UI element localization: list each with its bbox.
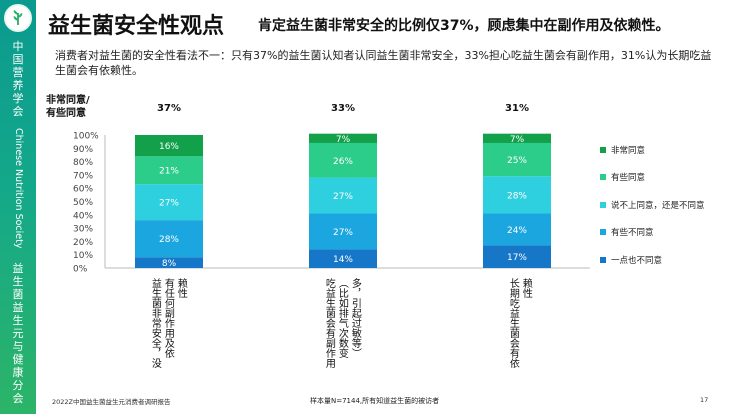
y-tick-label: 100% xyxy=(73,132,99,142)
bar-segment xyxy=(135,184,203,221)
y-tick-label: 20% xyxy=(73,238,93,248)
bar-segment xyxy=(309,142,377,178)
bar-segment xyxy=(483,176,551,214)
bar-value-label: 7% xyxy=(510,135,525,145)
y-tick-label: 90% xyxy=(73,145,93,155)
bar-value-label: 14% xyxy=(333,255,353,265)
bar-segment xyxy=(309,213,377,250)
legend-swatch xyxy=(600,257,606,263)
summary-column-label: 非常同意/ 有些同意 xyxy=(46,94,90,120)
description-text: 消费者对益生菌的安全性看法不一：只有37%的益生菌认知者认同益生菌非常安全，33… xyxy=(55,49,712,77)
summary-label-line2: 有些同意 xyxy=(46,108,86,119)
summary-label-line1: 非常同意/ xyxy=(46,95,90,106)
y-tick-label: 80% xyxy=(73,158,93,168)
legend-swatch xyxy=(600,229,606,235)
bar-value-label: 28% xyxy=(159,235,179,245)
bar-segment xyxy=(135,257,203,268)
bar-value-label: 25% xyxy=(507,156,527,166)
y-tick-label: 70% xyxy=(73,171,93,181)
bar-value-label: 7% xyxy=(336,135,351,145)
source-note: 2022Z中国益生菌益生元消费者调研报告 xyxy=(52,398,171,406)
bar-value-label: 27% xyxy=(333,192,353,202)
y-tick-label: 30% xyxy=(73,225,93,235)
legend-swatch xyxy=(600,147,606,153)
bar-segment xyxy=(483,245,551,268)
bar-segment xyxy=(483,133,551,143)
x-category-label: 吃益生菌会有副作用 xyxy=(323,278,335,368)
bar-value-label: 8% xyxy=(162,259,177,269)
y-tick-label: 0% xyxy=(73,265,88,275)
bar-segment xyxy=(483,213,551,246)
y-tick-label: 40% xyxy=(73,211,93,221)
legend-label: 非常同意 xyxy=(611,145,645,156)
legend-label: 有些同意 xyxy=(611,172,645,183)
x-category-label: 有任何副作用及依 xyxy=(162,278,174,358)
page-subtitle: 肯定益生菌非常安全的比例仅37%，顾虑集中在副作用及依赖性。 xyxy=(258,18,670,34)
bar-segment xyxy=(135,135,203,157)
y-tick-label: 60% xyxy=(73,185,93,195)
legend-label: 一点也不同意 xyxy=(611,255,662,266)
bar-segment xyxy=(309,133,377,143)
bar-segment xyxy=(309,177,377,214)
bar-value-label: 28% xyxy=(507,191,527,201)
sample-size-note: 样本量N=7144,所有知道益生菌的被访者 xyxy=(310,397,440,405)
page-title: 益生菌安全性观点 xyxy=(48,14,225,39)
bar-value-label: 24% xyxy=(507,226,527,236)
legend-swatch xyxy=(600,202,606,208)
summary-value: 31% xyxy=(505,103,529,114)
page-number: 17 xyxy=(700,396,709,404)
x-category-label: （比如排气次数变 xyxy=(336,278,348,358)
x-category-label: 赖性 xyxy=(520,278,532,298)
bar-segment xyxy=(135,220,203,258)
bar-value-label: 26% xyxy=(333,157,353,167)
bar-value-label: 21% xyxy=(159,167,179,177)
wheat-leaf-icon xyxy=(13,10,23,25)
bar-segment xyxy=(309,249,377,268)
y-tick-label: 50% xyxy=(73,198,93,208)
bar-value-label: 16% xyxy=(159,142,179,152)
legend-label: 说不上同意，还是不同意 xyxy=(611,200,705,211)
bar-value-label: 27% xyxy=(333,228,353,238)
society-logo-icon xyxy=(4,4,32,32)
x-category-label: 益生菌非常安全，没 xyxy=(149,278,161,368)
summary-value: 37% xyxy=(157,103,181,114)
bar-segment xyxy=(483,142,551,177)
x-category-label: 赖性 xyxy=(175,278,187,298)
x-category-label: 多，引起过敏等） xyxy=(349,278,361,358)
summary-value: 33% xyxy=(331,103,355,114)
legend-swatch xyxy=(600,174,606,180)
sidebar: 中国营养学会 Chinese Nutrition Society 益生菌益生元与… xyxy=(0,0,36,414)
bar-value-label: 27% xyxy=(159,199,179,209)
legend-label: 有些不同意 xyxy=(611,227,654,238)
sidebar-org-name: 中国营养学会 xyxy=(12,40,24,118)
sidebar-branch-name: 益生菌益生元与健康分会 xyxy=(12,262,24,405)
x-category-label: 长期吃益生菌会有依 xyxy=(507,278,519,368)
bar-value-label: 17% xyxy=(507,253,527,263)
y-tick-label: 10% xyxy=(73,251,93,261)
bar-segment xyxy=(135,156,203,185)
